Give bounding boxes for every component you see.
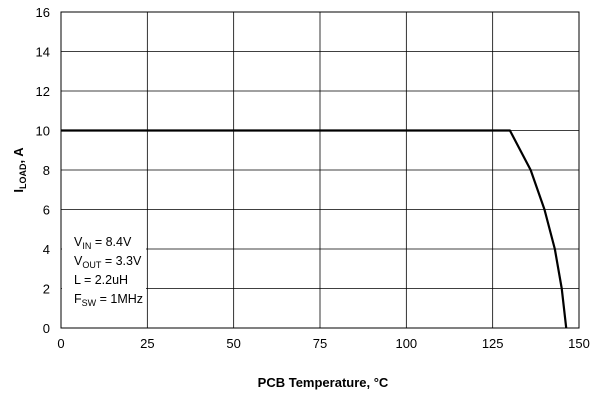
conditions-box-bg [62,228,146,312]
y-tick-label: 12 [36,84,50,99]
y-tick-label: 14 [36,45,50,60]
condition-vin: VIN = 8.4V [74,235,132,251]
plot-frame [60,11,580,329]
series-layer [61,129,568,329]
x-tick-label: 100 [395,336,417,351]
series-line [61,129,568,329]
y-tick-label: 2 [43,282,50,297]
x-tick-label: 50 [226,336,240,351]
x-tick-label: 0 [57,336,64,351]
y-axis-title: ILOAD, A [11,147,28,193]
x-tick-label: 150 [568,336,590,351]
y-tick-label: 0 [43,321,50,336]
conditions-box: VIN = 8.4V VOUT = 3.3V L = 2.2uH FSW = 1… [62,228,146,312]
y-tick-label: 6 [43,203,50,218]
condition-fsw: FSW = 1MHz [74,292,143,308]
condition-inductance: L = 2.2uH [74,273,128,287]
y-tick-label: 16 [36,5,50,20]
x-tick-label: 25 [140,336,154,351]
y-tick-labels: 0 2 4 6 8 10 12 14 16 [36,5,50,336]
x-tick-label: 75 [313,336,327,351]
y-tick-label: 8 [43,163,50,178]
y-tick-label: 4 [43,242,50,257]
condition-vout: VOUT = 3.3V [74,254,142,270]
y-tick-label: 10 [36,124,50,139]
x-tick-label: 125 [482,336,504,351]
x-tick-labels: 0 25 50 75 100 125 150 [57,336,589,351]
x-axis-title: PCB Temperature, °C [258,375,389,390]
